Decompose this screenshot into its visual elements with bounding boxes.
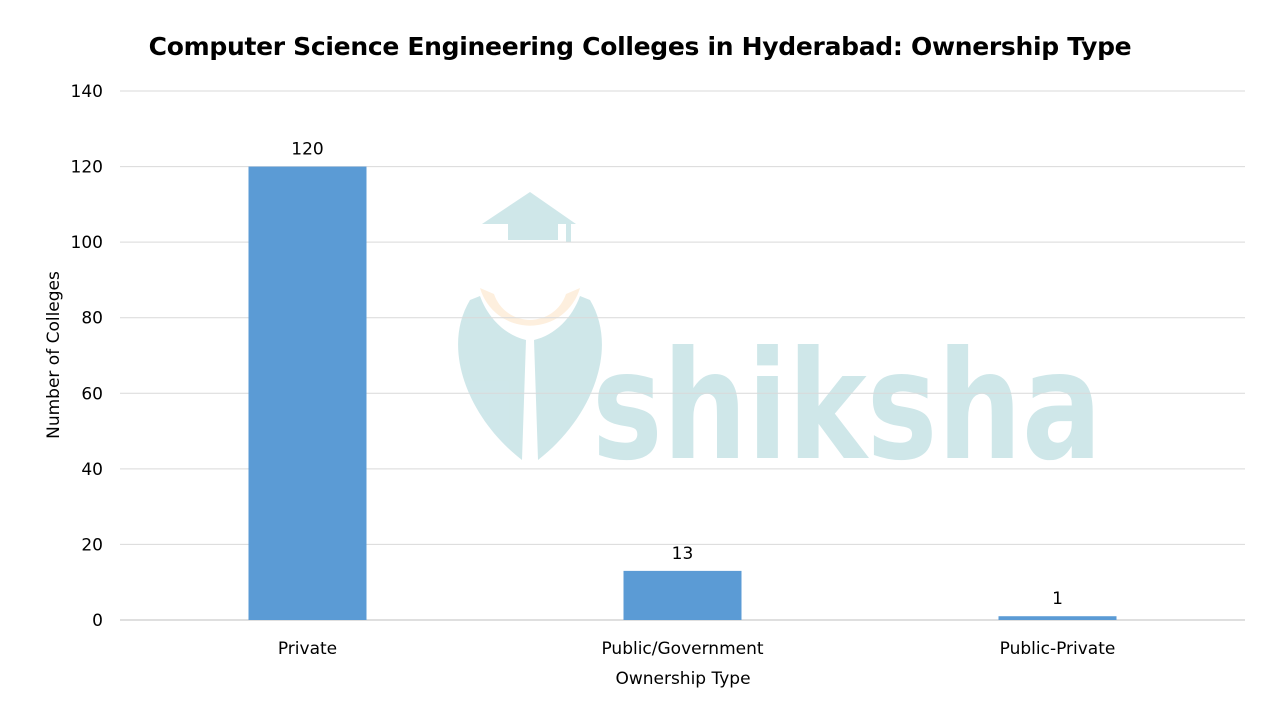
- watermark-text: shiksha: [592, 320, 1102, 494]
- y-tick-label: 140: [71, 82, 103, 102]
- y-tick-label: 0: [92, 611, 103, 631]
- data-label: 13: [672, 544, 694, 564]
- x-axis-label: Ownership Type: [615, 669, 750, 689]
- watermark-logo: shiksha: [458, 192, 1102, 494]
- x-tick-label: Public/Government: [601, 639, 763, 659]
- y-tick-label: 60: [81, 384, 103, 404]
- x-tick-label: Public-Private: [1000, 639, 1116, 659]
- chart-title: Computer Science Engineering Colleges in…: [148, 32, 1132, 61]
- bar: [623, 570, 742, 620]
- y-axis-label: Number of Colleges: [44, 271, 64, 439]
- y-tick-label: 40: [81, 460, 103, 480]
- data-label: 120: [291, 140, 323, 160]
- bar: [998, 616, 1117, 620]
- y-tick-label: 20: [81, 535, 103, 555]
- y-tick-label: 120: [71, 158, 103, 178]
- y-tick-label: 100: [71, 233, 103, 253]
- bar: [248, 166, 367, 621]
- y-tick-label: 80: [81, 309, 103, 329]
- data-label: 1: [1052, 589, 1063, 609]
- x-tick-label: Private: [278, 639, 337, 659]
